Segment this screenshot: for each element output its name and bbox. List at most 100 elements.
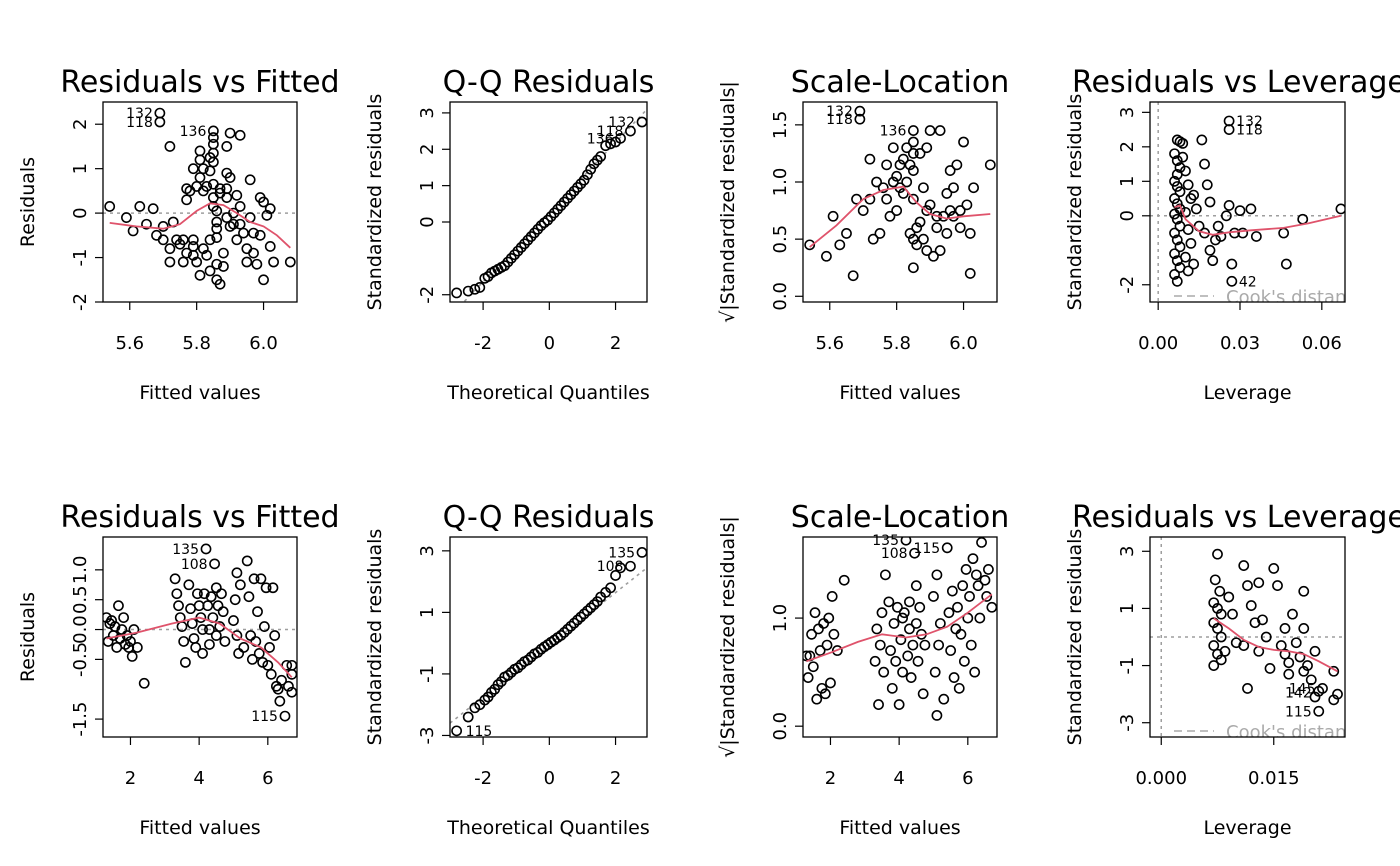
data-point (255, 573, 267, 585)
data-point (1268, 563, 1280, 574)
data-point (207, 138, 219, 150)
data-point (558, 196, 570, 208)
data-point (931, 709, 943, 721)
data-point (562, 192, 573, 204)
data-point (221, 192, 233, 203)
data-point (217, 606, 229, 618)
point-label: 115 (251, 709, 278, 725)
x-tick-label: 2 (125, 768, 136, 789)
data-point (615, 132, 626, 144)
data-point (197, 648, 208, 659)
data-point (252, 606, 263, 618)
data-point (919, 639, 931, 651)
data-point (1199, 158, 1210, 170)
data-point (245, 630, 257, 641)
data-point (218, 261, 229, 272)
y-tick-label: -1.5 (70, 702, 91, 737)
data-point (505, 252, 517, 264)
data-point (499, 260, 511, 272)
data-point (1223, 200, 1235, 211)
data-point (1223, 591, 1235, 603)
data-point (1242, 683, 1253, 694)
data-point (261, 209, 273, 221)
data-point (841, 228, 852, 239)
data-point (1242, 580, 1253, 591)
data-point (183, 579, 195, 591)
point-label: 118 (1236, 123, 1263, 139)
data-point (545, 211, 557, 222)
x-axis-label: Leverage (1203, 382, 1291, 404)
point-label: 136 (587, 131, 614, 147)
data-point (1260, 631, 1272, 643)
data-point (886, 682, 898, 694)
data-point (891, 170, 903, 182)
data-point (890, 655, 902, 667)
data-point (125, 636, 136, 647)
data-point (964, 591, 975, 602)
panel-title: Q-Q Residuals (443, 500, 655, 535)
point-label: 115 (913, 541, 940, 557)
data-point (229, 594, 241, 606)
data-point (1335, 203, 1345, 215)
data-point (276, 674, 287, 686)
data-point (918, 182, 929, 194)
data-point (1227, 608, 1238, 620)
data-point (192, 588, 203, 600)
data-point (157, 221, 169, 232)
data-point (585, 163, 597, 175)
data-point (1174, 186, 1186, 198)
data-point (211, 216, 223, 228)
data-point (187, 249, 199, 261)
data-point (211, 223, 223, 235)
data-point (904, 228, 916, 239)
y-tick-label: -2 (70, 293, 91, 311)
panel-title: Residuals vs Leverage (1072, 500, 1400, 535)
data-point (264, 241, 276, 252)
data-point (946, 585, 958, 597)
data-point (194, 269, 206, 281)
x-axis-label: Theoretical Quantiles (446, 382, 649, 404)
data-point (241, 243, 253, 255)
data-point (204, 234, 216, 246)
data-point (1171, 234, 1183, 246)
data-point (821, 250, 832, 262)
data-point (813, 623, 824, 635)
y-tick-label: -0.5 (70, 642, 91, 677)
data-point (212, 600, 224, 612)
data-point (876, 607, 888, 619)
x-tick-label: 0.000 (1135, 768, 1187, 789)
panel-title: Q-Q Residuals (443, 65, 655, 100)
data-point (509, 249, 520, 261)
data-point (1309, 645, 1321, 657)
data-point (1245, 600, 1257, 611)
data-point (976, 537, 987, 548)
data-point (244, 174, 256, 186)
data-point (522, 234, 534, 246)
data-point (821, 639, 833, 651)
data-point (864, 193, 876, 205)
data-point (187, 234, 199, 246)
data-point (907, 639, 919, 651)
point-label: 132 (826, 104, 853, 120)
x-tick-label: 0.015 (1248, 768, 1300, 789)
data-point (1294, 651, 1306, 663)
data-point (474, 282, 486, 293)
data-point (1237, 227, 1249, 239)
data-point (1253, 577, 1265, 589)
y-tick-label: 0.0 (70, 615, 91, 644)
data-point (180, 656, 191, 668)
data-point (904, 159, 916, 171)
data-point (177, 256, 189, 268)
data-point (600, 140, 612, 152)
data-point (224, 127, 236, 139)
smooth-line (806, 593, 993, 663)
data-point (113, 600, 124, 612)
data-point (194, 154, 206, 166)
point-label: 108 (181, 557, 208, 573)
data-point (955, 628, 967, 640)
data-point (1212, 548, 1223, 560)
data-point (887, 142, 899, 154)
data-point (535, 220, 547, 232)
data-point (231, 567, 243, 579)
